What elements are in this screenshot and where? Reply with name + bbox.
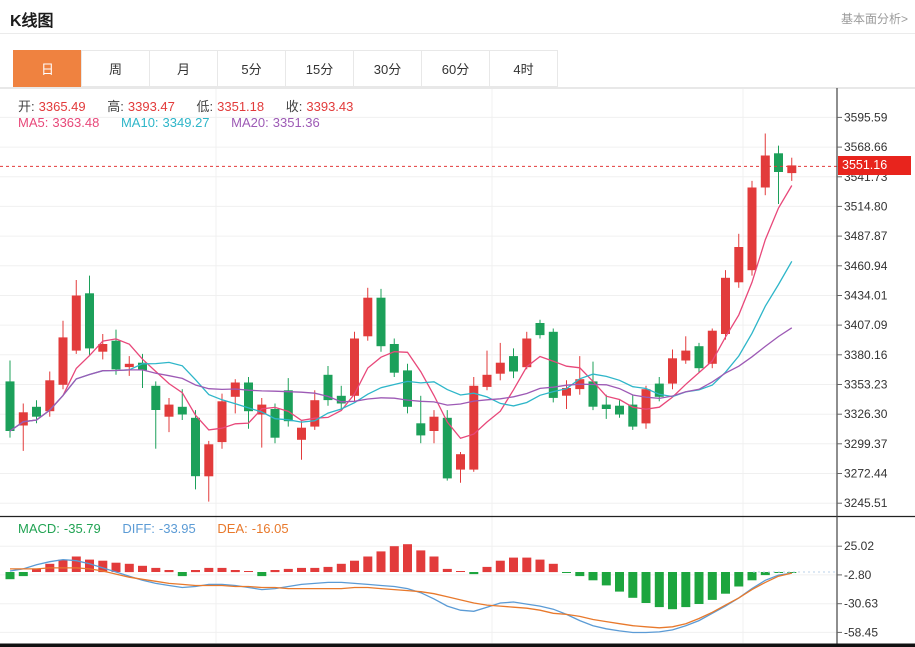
dea-value: -16.05 [251,521,289,536]
svg-text:25.02: 25.02 [844,539,874,553]
svg-text:-2.80: -2.80 [844,568,872,582]
svg-text:3326.30: 3326.30 [844,407,888,421]
interval-tab-bar: 日周月 5分 15分 30分 60分 4时 [13,50,558,87]
ma5-value: 3363.48 [52,115,100,130]
svg-text:-58.45: -58.45 [844,625,878,639]
chart-canvas: 3595.593568.663541.733514.803487.873460.… [0,88,915,647]
tab-6[interactable]: 30分 [353,50,422,87]
svg-text:3460.94: 3460.94 [844,259,888,273]
tab-5[interactable]: 15分 [285,50,354,87]
ohlc-legend: 开: 3365.49 高: 3393.47 低: 3351.18 收: 3393.43 [18,96,357,115]
high-value: 3393.47 [127,99,175,114]
ma20-value: 3351.36 [272,115,320,130]
tab-2[interactable]: 周 [81,50,150,87]
svg-text:3568.66: 3568.66 [844,140,888,154]
svg-text:3380.16: 3380.16 [844,348,888,362]
open-label: 开: [18,99,35,114]
macd-label: MACD: [18,521,60,536]
ma5-label: MA5: [18,115,49,130]
ma-legend: MA5: 3363.48 MA10: 3349.27 MA20: 3351.36 [18,115,324,130]
high-label: 高: [107,99,124,114]
close-value: 3393.43 [306,99,354,114]
low-value: 3351.18 [217,99,265,114]
diff-value: -33.95 [158,521,196,536]
svg-text:3514.80: 3514.80 [844,199,888,213]
svg-text:3353.23: 3353.23 [844,378,888,392]
open-value: 3365.49 [38,99,86,114]
ma20-label: MA20: [231,115,269,130]
svg-text:3245.51: 3245.51 [844,496,888,510]
fundamental-analysis-link[interactable]: 基本面分析> [840,12,908,26]
current-price-badge: 3551.16 [838,156,911,175]
low-label: 低: [196,99,214,114]
svg-text:3595.59: 3595.59 [844,110,888,124]
ma10-label: MA10: [120,115,159,130]
macd-value: -35.79 [63,521,101,536]
candlestick-chart-area[interactable]: 3595.59 3568.66 3541.73 3514.80 3487.87 3460.… [0,88,915,647]
svg-text:3434.01: 3434.01 [844,289,888,303]
svg-text:-30.63: -30.63 [844,597,878,611]
tab-7[interactable]: 60分 [421,50,490,87]
dea-label: DEA: [217,521,248,536]
tab-8[interactable]: 4时 [489,50,558,87]
diff-label: DIFF: [122,521,155,536]
svg-text:3407.09: 3407.09 [844,318,888,332]
tab-3[interactable]: 月 [149,50,218,87]
svg-text:3299.37: 3299.37 [844,437,888,451]
tab-4[interactable]: 5分 [217,50,286,87]
page-title: K线图 [10,13,54,30]
ma10-value: 3349.27 [162,115,210,130]
close-label: 收: [285,99,303,114]
widget-header: K线图 基本面分析> [0,0,915,34]
tab-1[interactable]: 日 [13,50,82,87]
svg-text:3272.44: 3272.44 [844,467,888,481]
macd-legend: MACD: -35.79 DIFF: -33.95 DEA: -16.05 [18,521,293,536]
svg-text:3487.87: 3487.87 [844,229,888,243]
chart-top-divider [0,87,915,88]
